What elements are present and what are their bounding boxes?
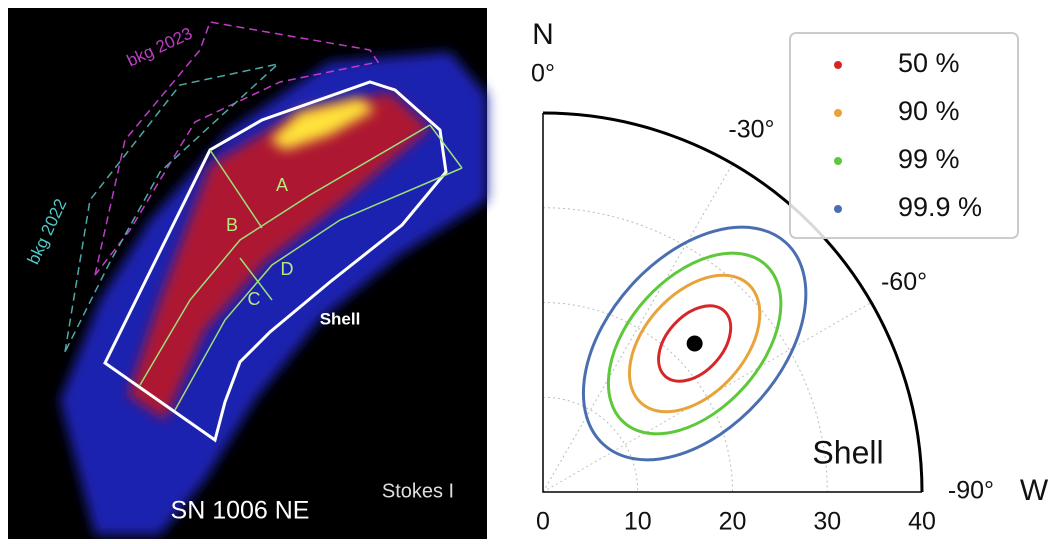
region-label: C (248, 289, 261, 309)
r-tick-label: 20 (719, 508, 747, 536)
shell-label: Shell (320, 309, 361, 328)
legend-marker (834, 157, 842, 165)
legend-label: 99.9 % (898, 192, 982, 222)
legend-marker (834, 109, 842, 117)
west-label: W (1020, 474, 1049, 507)
theta-tick-label: -60° (881, 268, 927, 296)
region-label: B (226, 215, 238, 235)
r-tick-label: 0 (536, 508, 550, 536)
grid-arc (543, 208, 827, 492)
r-tick-label: 30 (813, 508, 841, 536)
legend-marker (834, 61, 842, 69)
legend-label: 50 % (898, 48, 960, 78)
xray-image: bkg 2023 bkg 2022 A B C D Shell Stokes I… (8, 8, 487, 539)
legend-label: 99 % (898, 144, 960, 174)
legend-label: 90 % (898, 96, 960, 126)
region-label: D (281, 259, 294, 279)
legend-marker (834, 205, 842, 213)
annotation: Shell (812, 434, 883, 470)
theta-tick-label: 0° (531, 60, 555, 88)
point-estimate (687, 336, 703, 352)
r-tick-label: 40 (908, 508, 936, 536)
theta-tick-label: -30° (728, 116, 774, 144)
region-label: A (276, 175, 288, 195)
image-caption: SN 1006 NE (171, 497, 310, 525)
figure: bkg 2023 bkg 2022 A B C D Shell Stokes I… (0, 0, 1051, 539)
theta-tick-label: -90° (948, 477, 994, 505)
polar-chart: 0 10 20 30 40 0° -30° -60° -90° N W Shell 50 % 90 % 99… (531, 18, 1049, 536)
r-tick-label: 10 (624, 508, 652, 536)
north-label: N (532, 18, 554, 51)
grid-arc (543, 397, 638, 492)
stokes-label: Stokes I (382, 480, 454, 502)
